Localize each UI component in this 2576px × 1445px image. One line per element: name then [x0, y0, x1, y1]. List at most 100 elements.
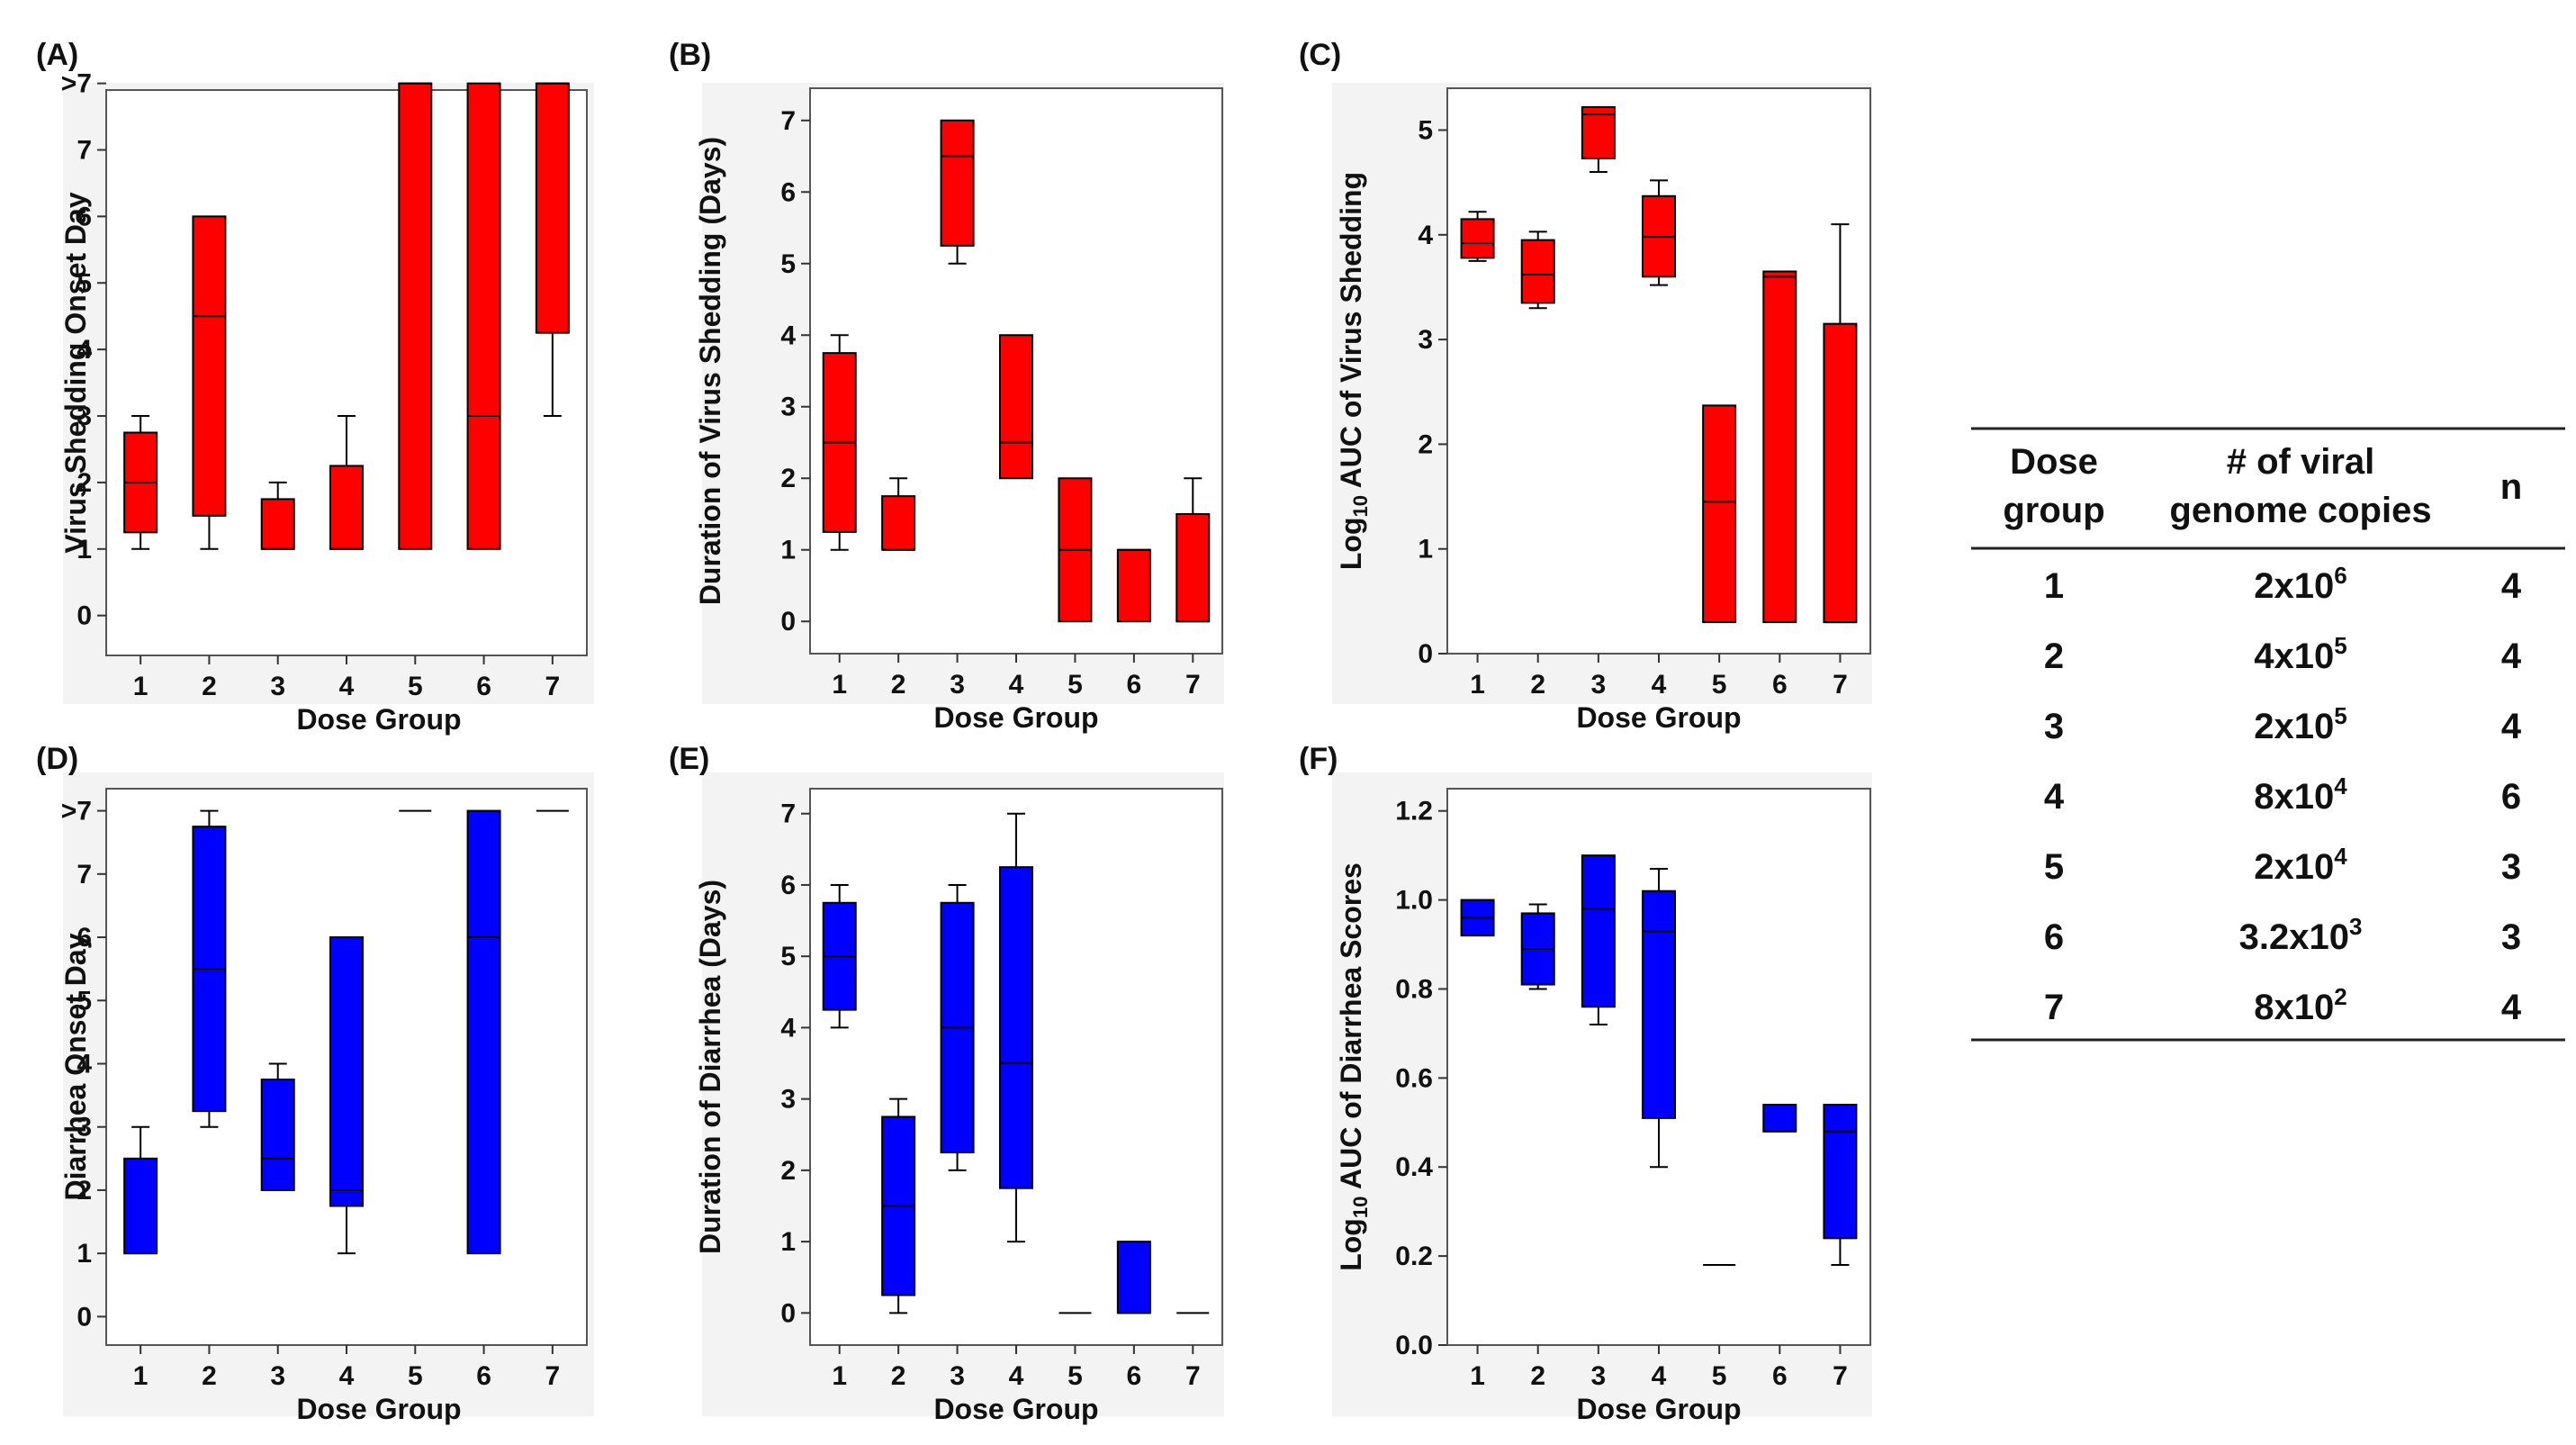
y-tick-label: >7	[61, 797, 92, 826]
table-cell-group: 6	[2044, 917, 2064, 957]
box	[535, 82, 570, 334]
box-group-2	[192, 215, 227, 550]
x-tick-label: 4	[1009, 670, 1024, 700]
x-tick-label: 5	[1067, 1361, 1083, 1391]
y-tick-label: 5	[780, 942, 796, 971]
table-cell-copies: 4x105	[2254, 632, 2346, 676]
x-tick-label: 4	[1652, 670, 1667, 700]
x-tick-label: 1	[1470, 670, 1485, 700]
table-header: n	[2500, 467, 2522, 507]
copies-exponent: 2	[2334, 983, 2346, 1010]
copies-exponent: 5	[2334, 632, 2346, 659]
x-tick-label: 2	[202, 672, 217, 701]
box	[940, 119, 975, 247]
box	[1520, 239, 1555, 304]
y-axis-label: Log10 AUC of Virus Shedding	[1335, 172, 1372, 570]
panel-label: (D)	[36, 742, 78, 776]
x-tick-label: 6	[1772, 1361, 1788, 1391]
table-row: 5 2x104 3	[2044, 843, 2521, 887]
x-tick-label: 7	[1185, 670, 1201, 700]
table-header-line1: # of viral	[2227, 442, 2375, 482]
x-tick-label: 4	[339, 672, 355, 701]
x-tick-label: 5	[1712, 1361, 1727, 1391]
x-tick-label: 2	[891, 1361, 906, 1391]
y-tick-label: 7	[77, 860, 92, 890]
box	[1823, 322, 1858, 624]
box-group-4	[1642, 867, 1676, 1169]
table-cell-n: 4	[2501, 566, 2522, 606]
box	[123, 1157, 158, 1255]
table-row: 7 8x102 4	[2044, 983, 2522, 1027]
copies-base: 3.2x10	[2239, 917, 2349, 957]
box-group-4	[329, 936, 364, 1255]
copies-exponent: 5	[2334, 702, 2346, 729]
panel-c: (C) 0 1 2 3 4 5 1 2 3 4 5 6 7 Dose Group Log10 AUC of V…	[1299, 38, 1872, 734]
y-tick-label: 0	[77, 1302, 92, 1332]
y-axis-label-rest: AUC of Virus Shedding	[1335, 172, 1367, 495]
y-tick-label: 3	[780, 393, 796, 422]
box-group-3	[940, 119, 975, 265]
panel-label: (A)	[36, 38, 78, 72]
x-axis-label: Dose Group	[296, 703, 461, 736]
box	[1642, 890, 1676, 1119]
copies-exponent: 3	[2349, 913, 2362, 940]
y-tick-label: 5	[77, 268, 92, 298]
table-cell-group: 5	[2044, 847, 2064, 887]
x-tick-label: 1	[1470, 1361, 1485, 1391]
y-tick-label: 7	[780, 106, 796, 136]
table-row: 1 2x106 4	[2044, 562, 2522, 606]
copies-base: 2x10	[2254, 566, 2334, 606]
copies-exponent: 4	[2334, 772, 2347, 799]
y-tick-label: 0.6	[1395, 1063, 1433, 1093]
y-tick-label: 4	[77, 1049, 92, 1079]
box	[1175, 512, 1211, 623]
y-axis-label: Diarrhea Onset Day	[59, 933, 92, 1200]
box-group-7	[1823, 1104, 1858, 1267]
x-tick-label: 5	[408, 1361, 423, 1391]
chart-panels: (A) 0 1 2 3 4 5 6 7 >7 1 2 3 4 5 6 7 Dose Group Virus Shed…	[36, 38, 1872, 1425]
box-group-4	[999, 334, 1033, 480]
box-group-6	[1116, 1241, 1151, 1314]
x-tick-label: 2	[1530, 670, 1545, 700]
x-tick-label: 6	[1772, 670, 1788, 700]
table-row: 2 4x105 4	[2044, 632, 2522, 676]
panel-label: (F)	[1299, 742, 1338, 776]
box-group-7	[1175, 477, 1211, 623]
x-tick-label: 4	[1009, 1361, 1024, 1391]
box-group-1	[1460, 899, 1495, 937]
x-tick-label: 6	[476, 1361, 491, 1391]
y-tick-label: 1	[77, 1239, 92, 1269]
x-tick-label: 3	[1591, 670, 1607, 700]
table-cell-group: 4	[2044, 777, 2065, 817]
y-tick-label: 6	[780, 871, 796, 900]
box-group-3	[260, 481, 295, 550]
y-axis-label-log: Log	[1335, 1218, 1367, 1271]
box	[1581, 854, 1616, 1008]
x-tick-label: 6	[1127, 670, 1142, 700]
y-tick-label: 0.8	[1395, 974, 1433, 1004]
box	[999, 334, 1033, 480]
box-group-1	[1460, 211, 1495, 262]
y-tick-label: 2	[780, 464, 796, 493]
y-axis-label: Virus Shedding Onset Day	[59, 192, 92, 553]
table-row: 6 3.2x103 3	[2044, 913, 2521, 957]
y-tick-label: 3	[77, 402, 92, 431]
y-tick-label: 2	[1418, 429, 1433, 459]
box	[1581, 105, 1616, 159]
box	[260, 498, 295, 550]
box	[260, 1079, 295, 1191]
x-tick-label: 1	[133, 672, 149, 701]
table-cell-n: 3	[2501, 847, 2521, 887]
box-group-5	[398, 82, 433, 550]
box	[999, 866, 1033, 1189]
y-tick-label: >7	[61, 69, 92, 99]
table-cell-n: 6	[2501, 777, 2521, 817]
table-cell-copies: 2x105	[2254, 702, 2346, 746]
box-group-6	[1116, 548, 1151, 623]
y-axis-label-rest: AUC of Diarrhea Scores	[1335, 862, 1367, 1196]
box-group-2	[192, 809, 227, 1128]
y-tick-label: 3	[1418, 325, 1433, 355]
table-cell-group: 1	[2044, 566, 2064, 606]
